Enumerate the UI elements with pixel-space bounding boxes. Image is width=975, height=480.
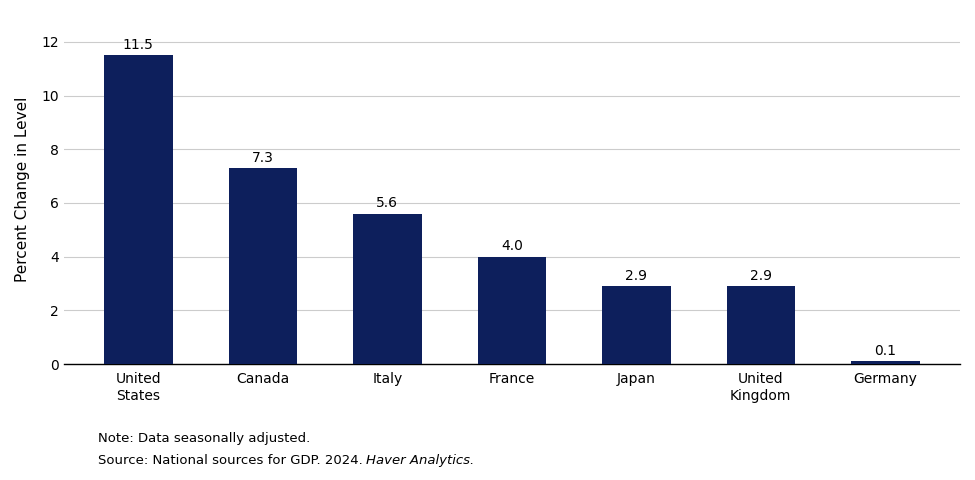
Text: 0.1: 0.1 — [875, 344, 896, 358]
Text: Haver Analytics.: Haver Analytics. — [367, 454, 475, 467]
Bar — [602, 286, 671, 364]
Bar — [104, 55, 173, 364]
Y-axis label: Percent Change in Level: Percent Change in Level — [15, 97, 30, 282]
Bar — [353, 214, 421, 364]
Text: Note: Data seasonally adjusted.: Note: Data seasonally adjusted. — [98, 432, 310, 445]
Bar — [228, 168, 297, 364]
Text: 2.9: 2.9 — [750, 269, 772, 283]
Bar — [478, 257, 546, 364]
Text: 4.0: 4.0 — [501, 240, 523, 253]
Text: 7.3: 7.3 — [252, 151, 274, 165]
Text: Source: National sources for GDP. 2024.: Source: National sources for GDP. 2024. — [98, 454, 367, 467]
Text: 11.5: 11.5 — [123, 38, 154, 52]
Text: 2.9: 2.9 — [625, 269, 647, 283]
Bar — [851, 361, 919, 364]
Text: 5.6: 5.6 — [376, 196, 399, 210]
Bar — [726, 286, 795, 364]
